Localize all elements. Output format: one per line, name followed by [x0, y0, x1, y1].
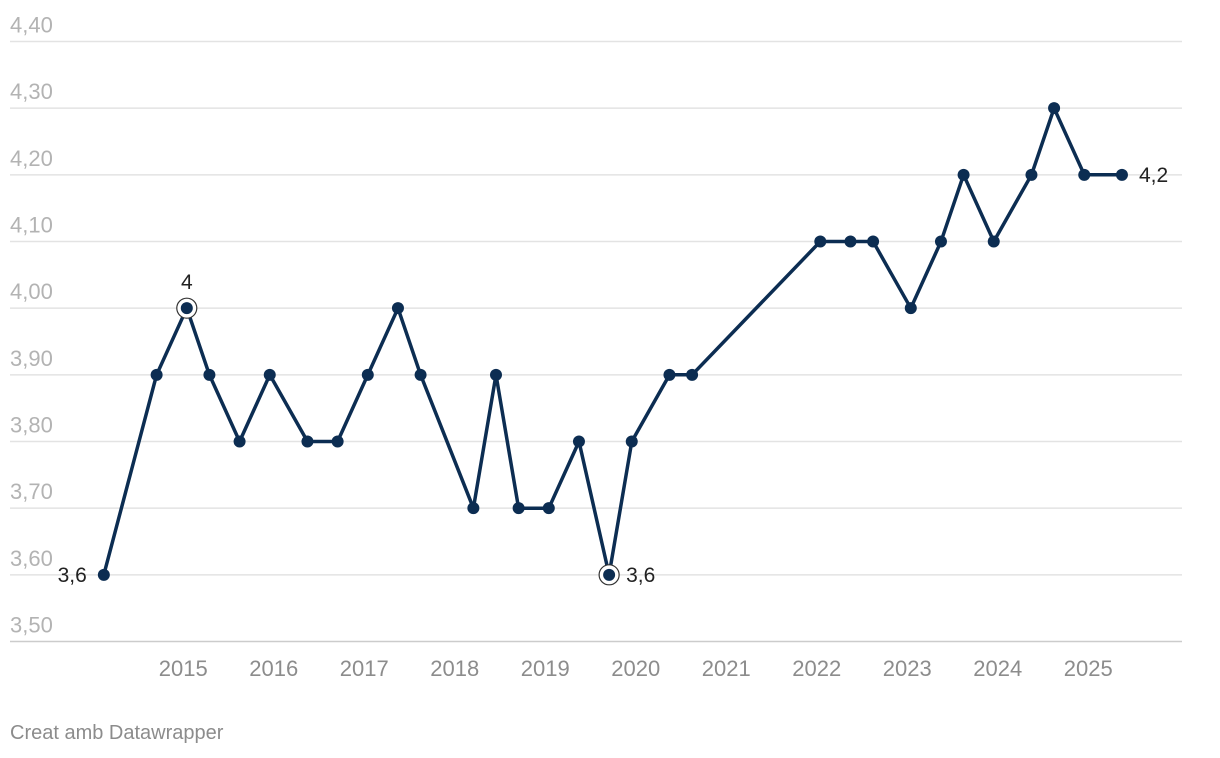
data-label: 4,2: [1139, 164, 1168, 187]
data-point: [904, 302, 917, 315]
data-point: [391, 302, 404, 315]
x-tick-label: 2023: [883, 656, 932, 681]
data-point: [331, 435, 344, 448]
x-tick-label: 2019: [521, 656, 570, 681]
y-tick-label: 4,20: [10, 146, 53, 171]
series-line: [102, 106, 1122, 577]
data-labels: 3,6 4 3,6 4,2: [58, 164, 1169, 587]
x-tick-label: 2017: [340, 656, 389, 681]
data-point: [467, 502, 480, 515]
data-point: [203, 368, 216, 381]
data-point: [867, 235, 880, 248]
data-point: [572, 435, 585, 448]
y-tick-label: 4,40: [10, 13, 53, 38]
data-point: [361, 368, 374, 381]
y-tick-label: 3,90: [10, 346, 53, 371]
data-point: [663, 368, 676, 381]
y-tick-label: 3,80: [10, 413, 53, 438]
x-tick-label: 2022: [792, 656, 841, 681]
data-point: [686, 368, 699, 381]
y-tick-label: 3,50: [10, 613, 53, 638]
data-label: 4: [181, 271, 193, 294]
data-point: [150, 368, 163, 381]
data-label: 3,6: [58, 564, 87, 587]
data-point: [625, 435, 638, 448]
data-point: [1048, 102, 1061, 115]
data-point: [263, 368, 276, 381]
data-points: [97, 102, 1128, 586]
data-point: [814, 235, 827, 248]
data-point: [490, 368, 502, 381]
data-point: [512, 502, 525, 515]
y-tick-label: 4,30: [10, 79, 53, 104]
data-point: [987, 235, 1000, 248]
data-point: [1025, 168, 1038, 181]
data-point: [1078, 168, 1091, 181]
data-point: [233, 435, 246, 448]
x-tick-label: 2021: [702, 656, 751, 681]
x-tick-label: 2020: [611, 656, 660, 681]
data-point: [603, 568, 616, 581]
y-axis-tick-labels: 3,50 3,60 3,70 3,80 3,90 4,00 4,10 4,20 4,30 4,40: [10, 13, 53, 638]
gridlines: [10, 40, 1182, 643]
data-point: [542, 502, 555, 515]
data-point: [301, 435, 314, 448]
x-tick-label: 2024: [973, 656, 1022, 681]
data-point: [1115, 168, 1128, 181]
data-point: [844, 235, 857, 248]
data-point: [934, 235, 947, 248]
y-tick-label: 3,60: [10, 546, 53, 571]
y-tick-label: 4,00: [10, 279, 53, 304]
data-point: [957, 168, 970, 181]
data-point: [180, 302, 193, 315]
x-tick-label: 2016: [249, 656, 298, 681]
x-tick-label: 2025: [1064, 656, 1113, 681]
data-point: [414, 368, 427, 381]
x-tick-label: 2018: [430, 656, 479, 681]
line-chart: 3,50 3,60 3,70 3,80 3,90 4,00 4,10 4,20 4,30 4,40…: [10, 13, 1182, 681]
data-point: [97, 568, 110, 581]
x-axis-tick-labels: 2015 2016 2017 2018 2019 2020 2021 2022 2023 2024…: [159, 656, 1113, 681]
data-label: 3,6: [626, 564, 655, 587]
y-tick-label: 4,10: [10, 213, 53, 238]
y-tick-label: 3,70: [10, 479, 53, 504]
credit-text: Creat amb Datawrapper: [10, 722, 224, 744]
x-tick-label: 2015: [159, 656, 208, 681]
